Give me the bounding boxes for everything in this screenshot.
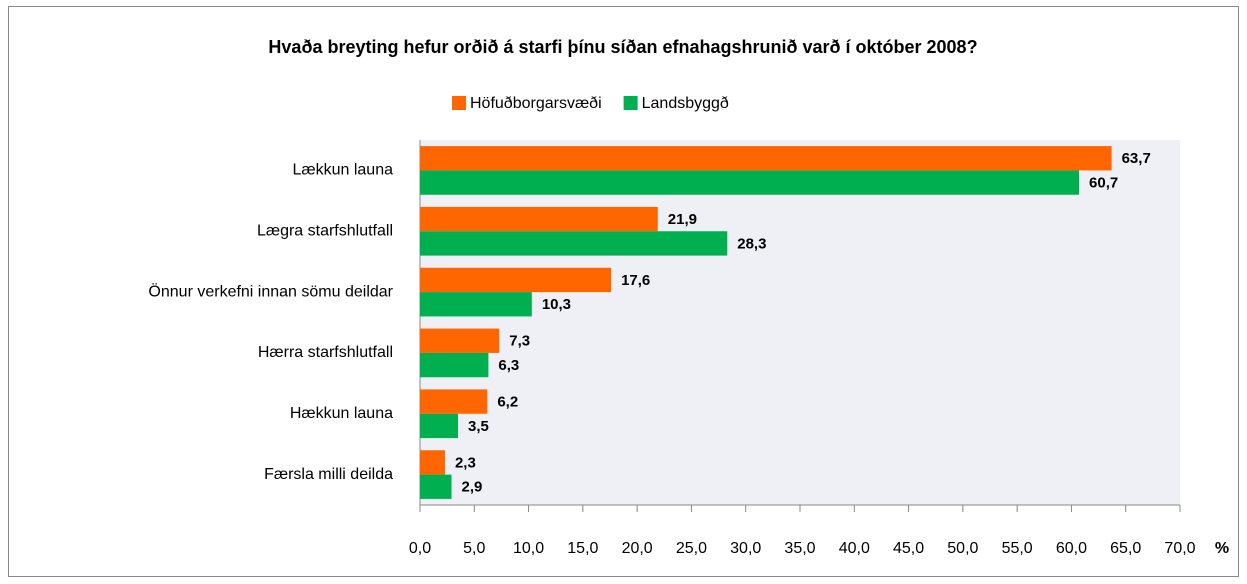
data-label: 17,6 [621, 272, 650, 289]
data-label: 63,7 [1122, 150, 1151, 167]
bar [420, 170, 1080, 195]
x-tick-label: 35,0 [784, 540, 815, 557]
bar [420, 206, 658, 232]
x-axis-label: % [1215, 540, 1229, 557]
x-tick-label: 15,0 [567, 540, 598, 557]
y-tick-label: Færsla milli deilda [264, 466, 393, 483]
legend-label: Landsbyggð [642, 95, 729, 112]
bar [420, 413, 458, 439]
x-tick-label: 25,0 [676, 540, 707, 557]
data-label: 6,2 [497, 394, 518, 411]
legend-label: Höfuðborgarsvæði [470, 95, 602, 112]
x-tick-label: 50,0 [947, 540, 978, 557]
data-label: 28,3 [737, 235, 766, 252]
bar [420, 474, 452, 499]
legend-swatch [623, 96, 638, 110]
y-tick-label: Önnur verkefni innan sömu deildar [148, 282, 393, 300]
bar [420, 352, 489, 378]
x-tick-label: 65,0 [1110, 540, 1141, 557]
x-tick-label: 0,0 [409, 540, 431, 557]
y-tick-label: Lægra starfshlutfall [257, 222, 393, 239]
data-label: 60,7 [1089, 175, 1118, 192]
x-tick-label: 10,0 [513, 540, 544, 557]
y-tick-label: Hækkun launa [290, 405, 393, 422]
data-label: 10,3 [542, 296, 571, 313]
y-tick-label: Lækkun launa [292, 162, 393, 179]
plot-area [420, 140, 1180, 505]
bar [420, 231, 728, 256]
data-label: 2,3 [455, 454, 476, 471]
x-tick-label: 20,0 [622, 540, 653, 557]
x-tick-label: 60,0 [1056, 540, 1087, 557]
x-tick-label: 40,0 [839, 540, 870, 557]
x-tick-label: 45,0 [893, 540, 924, 557]
data-label: 7,3 [509, 333, 530, 350]
data-label: 6,3 [498, 357, 519, 374]
bar [420, 146, 1112, 171]
y-tick-label: Hærra starfshlutfall [258, 344, 393, 361]
x-tick-label: 70,0 [1164, 540, 1195, 557]
bar [420, 267, 612, 293]
x-tick-label: 30,0 [730, 540, 761, 557]
bar [420, 450, 445, 475]
data-label: 21,9 [668, 211, 697, 228]
data-label: 2,9 [461, 479, 482, 496]
legend-swatch [452, 96, 466, 110]
bar [420, 292, 532, 317]
bar [420, 389, 488, 414]
bar [420, 328, 500, 353]
data-label: 3,5 [468, 418, 489, 435]
x-tick-label: 5,0 [463, 540, 485, 557]
x-tick-label: 55,0 [1002, 540, 1033, 557]
chart-title: Hvaða breyting hefur orðið á starfi þínu… [268, 37, 977, 57]
